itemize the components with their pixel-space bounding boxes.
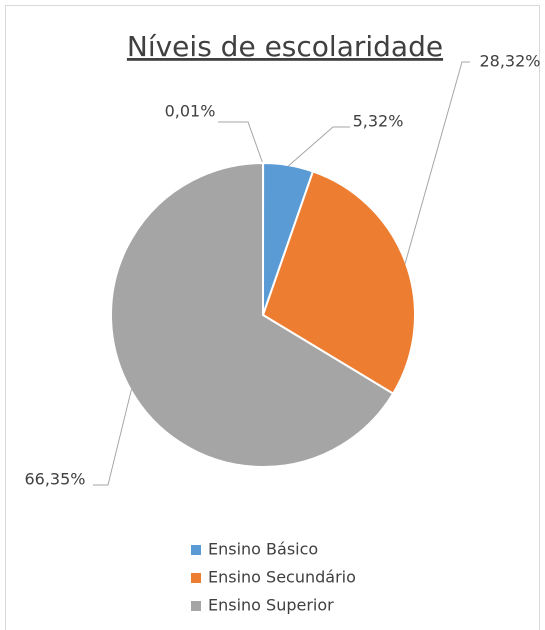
data-label: 66,35% bbox=[24, 470, 85, 489]
data-label: 28,32% bbox=[479, 52, 540, 71]
legend-swatch bbox=[191, 573, 201, 583]
pie-slice bbox=[110, 161, 395, 468]
leader-line bbox=[404, 61, 470, 264]
leader-line bbox=[93, 389, 132, 486]
data-label: 0,01% bbox=[165, 102, 216, 121]
legend-label: Ensino Secundário bbox=[208, 568, 356, 587]
chart-title: Níveis de escolaridade bbox=[127, 30, 443, 63]
data-label: 5,32% bbox=[353, 112, 404, 131]
leader-line bbox=[218, 121, 264, 165]
legend-swatch bbox=[191, 601, 201, 611]
pie-slice bbox=[261, 170, 416, 395]
legend-label: Ensino Básico bbox=[208, 540, 318, 559]
legend-label: Ensino Superior bbox=[208, 596, 334, 615]
legend-swatch bbox=[191, 545, 201, 555]
leader-line bbox=[287, 126, 350, 167]
